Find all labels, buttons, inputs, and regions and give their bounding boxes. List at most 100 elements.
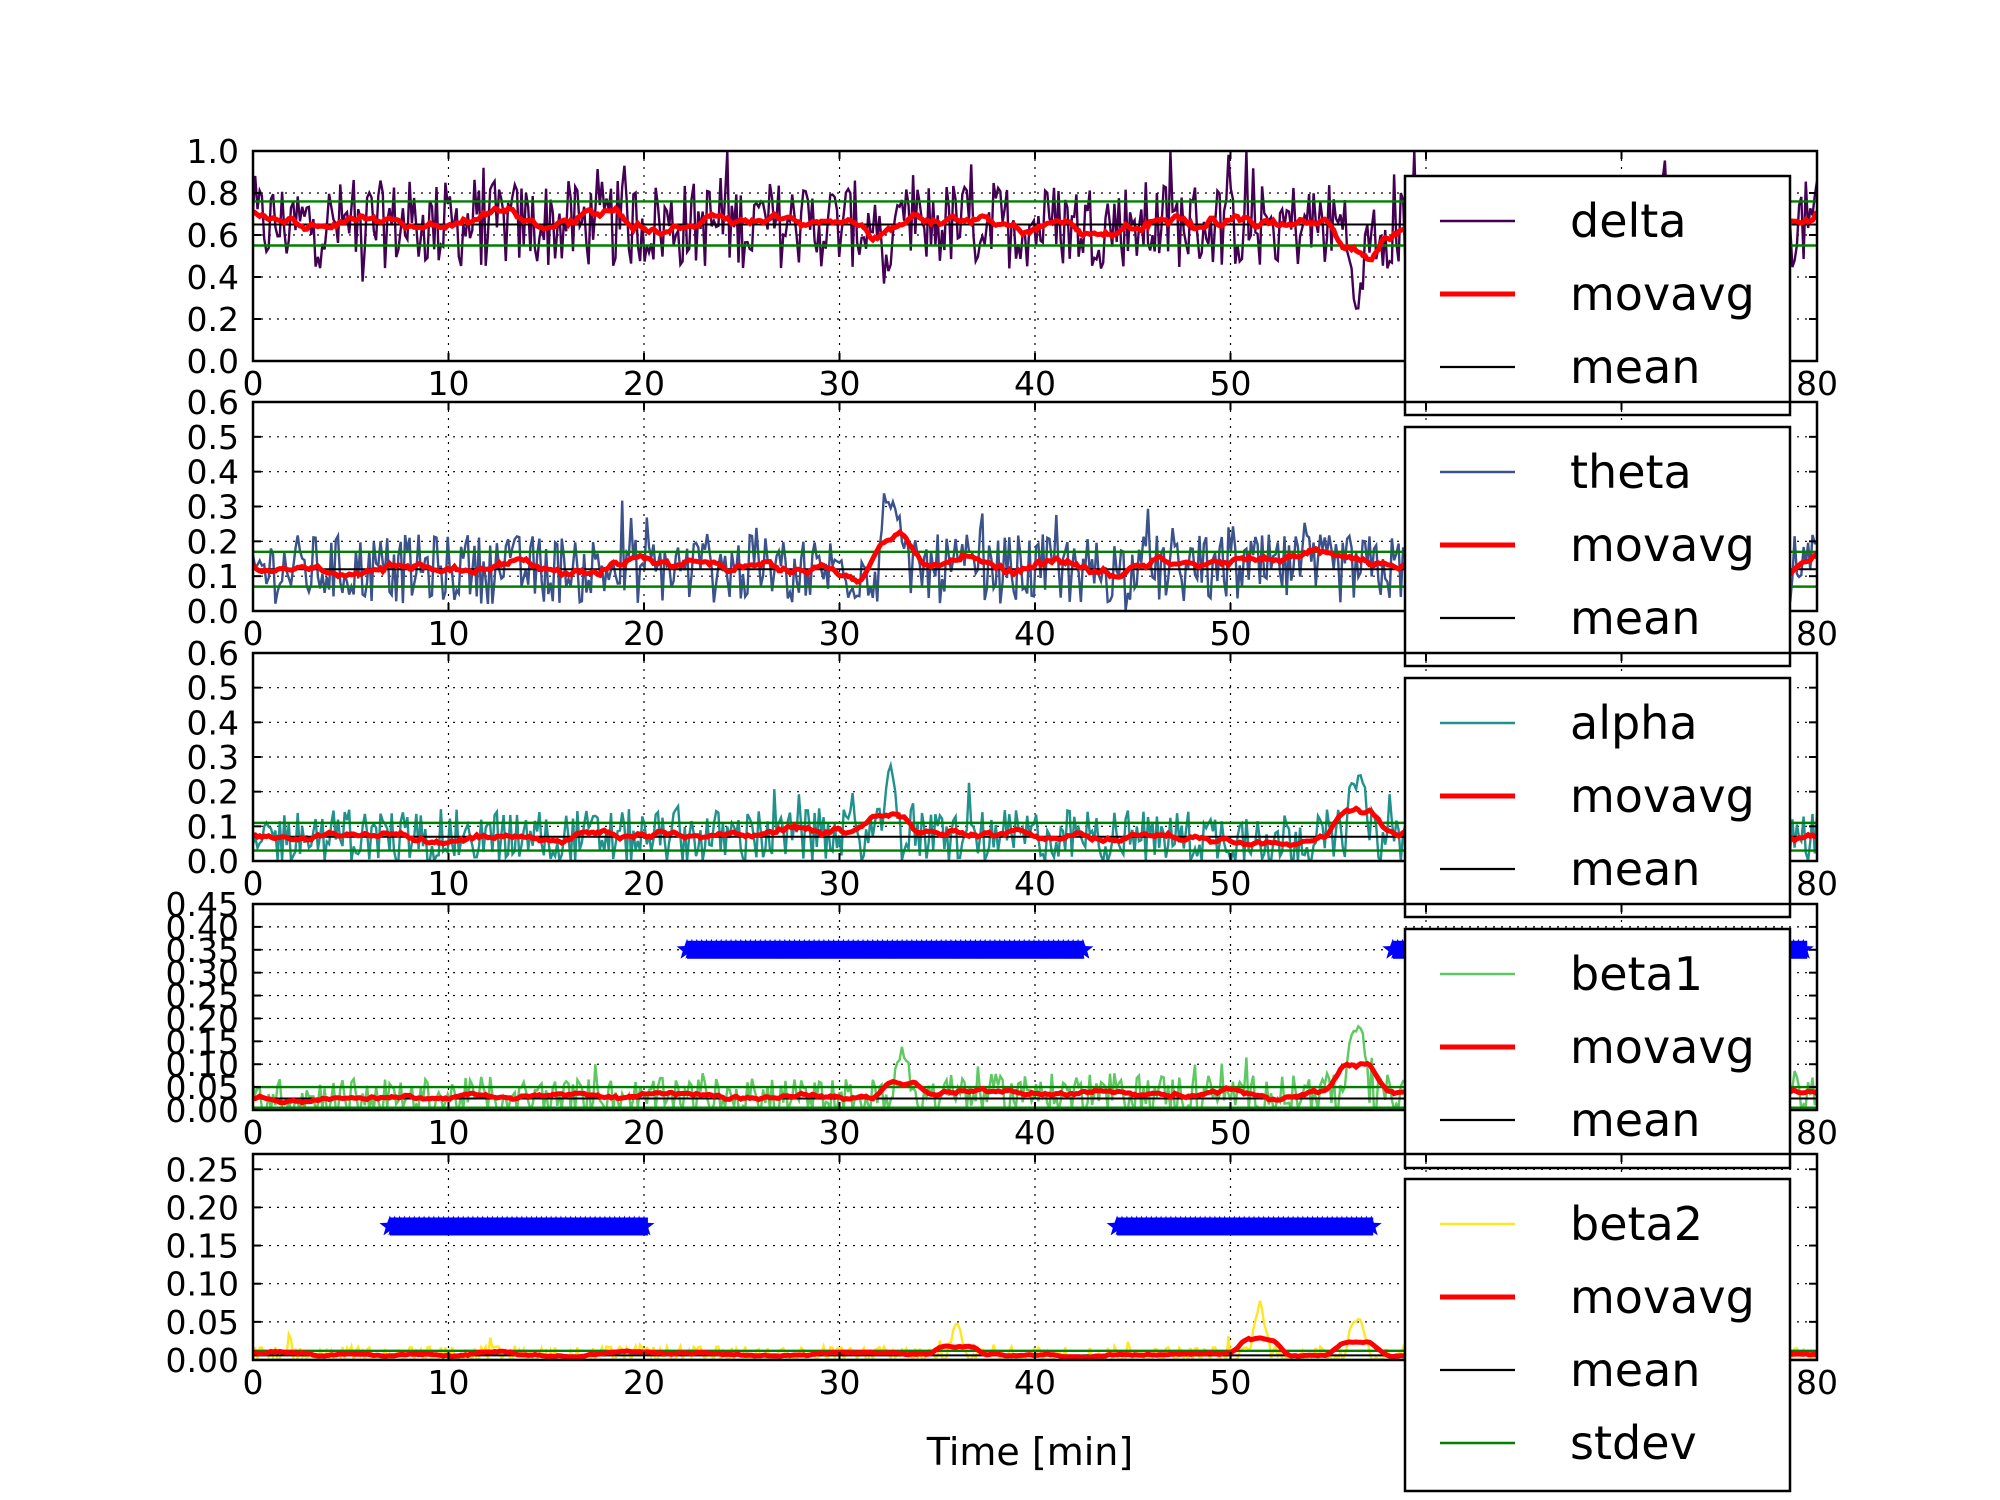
panel-beta2: 010203040506070800.000.050.100.150.200.2… [166,1150,1838,1493]
x-tick-label: 40 [1014,614,1056,653]
legend-label-mean: mean [1570,1343,1700,1397]
y-tick-label: 0.5 [187,418,239,457]
y-tick-label: 0.25 [166,977,239,1016]
x-tick-label: 40 [1014,364,1056,403]
marker-star [633,1215,655,1236]
panels: 010203040506070800.00.20.40.60.81.0delta… [166,132,1838,1493]
y-tick-label: 0.4 [187,703,239,742]
x-tick-label: 80 [1796,1363,1838,1402]
legend-label-stdev: stdev [1570,1416,1697,1470]
y-tick-label: 0.0 [187,342,239,381]
marker-band [676,938,1094,959]
x-tick-label: 50 [1210,864,1252,903]
x-tick-label: 30 [819,864,861,903]
x-tick-label: 30 [819,364,861,403]
y-tick-label: 0.05 [166,1303,239,1342]
y-tick-label: 0.10 [166,1045,239,1084]
y-tick-label: 0.20 [166,1188,239,1227]
x-tick-label: 20 [623,1363,665,1402]
panel-theta: 010203040506070800.00.10.20.30.40.50.6th… [187,383,1838,668]
x-tick-label: 40 [1014,1113,1056,1152]
legend-box [1403,1177,1792,1493]
y-tick-label: 0.00 [166,1091,239,1130]
x-tick-label: 30 [819,1363,861,1402]
legend-beta2: beta2 movavg mean stdev [1403,1177,1792,1493]
marker-band [1106,1215,1382,1236]
legend-label-movavg: movavg [1570,518,1755,572]
x-tick-label: 0 [243,364,264,403]
y-tick-label: 0.5 [187,669,239,708]
x-tick-label: 50 [1210,614,1252,653]
y-tick-label: 0.30 [166,954,239,993]
x-tick-label: 20 [623,364,665,403]
y-tick-label: 0.2 [187,773,239,812]
x-tick-label: 10 [428,864,470,903]
x-tick-label: 10 [428,614,470,653]
y-tick-label: 0.0 [187,592,239,631]
x-tick-label: 30 [819,614,861,653]
legend-label-mean: mean [1570,340,1700,394]
x-tick-label: 0 [243,1363,264,1402]
y-tick-label: 0.10 [166,1265,239,1304]
x-tick-label: 80 [1796,864,1838,903]
x-tick-label: 10 [428,1113,470,1152]
panel-beta1: 010203040506070800.000.050.100.150.200.2… [166,885,1838,1170]
y-tick-label: 0.15 [166,1022,239,1061]
y-tick-label: 0.3 [187,488,239,527]
legend-label-movavg: movavg [1570,1020,1755,1074]
legend-label-mean: mean [1570,842,1700,896]
x-tick-label: 0 [243,614,264,653]
x-tick-label: 80 [1796,614,1838,653]
x-tick-label: 40 [1014,864,1056,903]
y-tick-label: 0.6 [187,383,239,422]
legend-theta: theta movavg mean [1403,425,1792,668]
legend-delta: delta movavg mean [1403,174,1792,417]
y-tick-label: 0.4 [187,453,239,492]
y-tick-label: 0.1 [187,557,239,596]
y-tick-label: 1.0 [187,132,239,171]
y-tick-label: 0.2 [187,300,239,339]
x-tick-label: 50 [1210,1113,1252,1152]
marker-star [1072,938,1094,959]
legend-label-mean: mean [1570,591,1700,645]
x-tick-label: 50 [1210,364,1252,403]
y-tick-label: 0.15 [166,1227,239,1266]
y-tick-label: 0.00 [166,1341,239,1380]
legend-alpha: alpha movavg mean [1403,676,1792,919]
x-tick-label: 20 [623,614,665,653]
y-tick-label: 0.45 [166,885,239,924]
x-tick-label: 40 [1014,1363,1056,1402]
y-tick-label: 0.1 [187,807,239,846]
legend-beta1: beta1 movavg mean [1403,927,1792,1170]
x-tick-label: 80 [1796,1113,1838,1152]
y-tick-label: 0.6 [187,634,239,673]
x-tick-label: 20 [623,1113,665,1152]
panel-alpha: 010203040506070800.00.10.20.30.40.50.6al… [187,634,1838,919]
x-tick-label: 20 [623,864,665,903]
y-tick-label: 0.20 [166,999,239,1038]
marker-star [1360,1215,1382,1236]
marker-star [1792,938,1814,959]
legend-label-beta1: beta1 [1570,947,1703,1001]
x-tick-label: 0 [243,1113,264,1152]
panel-delta: 010203040506070800.00.20.40.60.81.0delta… [187,132,1838,417]
y-tick-label: 0.8 [187,174,239,213]
y-tick-label: 0.40 [166,908,239,947]
legend-label-movavg: movavg [1570,267,1755,321]
marker-band [379,1215,655,1236]
x-tick-label: 80 [1796,364,1838,403]
y-tick-label: 0.0 [187,842,239,881]
legend-label-theta: theta [1570,445,1692,499]
x-tick-label: 10 [428,364,470,403]
y-tick-label: 0.6 [187,216,239,255]
y-tick-label: 0.05 [166,1068,239,1107]
y-tick-label: 0.35 [166,931,239,970]
x-axis-label: Time [min] [926,1430,1133,1474]
legend-label-movavg: movavg [1570,769,1755,823]
legend-label-alpha: alpha [1570,696,1698,750]
legend-label-mean: mean [1570,1093,1700,1147]
y-tick-label: 0.25 [166,1150,239,1189]
y-tick-label: 0.4 [187,258,239,297]
x-tick-label: 0 [243,864,264,903]
